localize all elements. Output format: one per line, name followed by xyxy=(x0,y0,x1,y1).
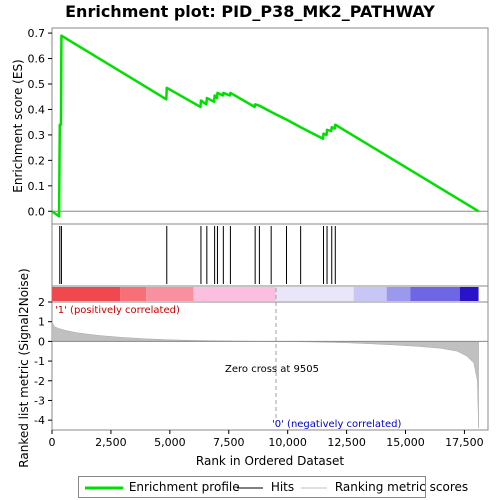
color-band-segment xyxy=(386,287,411,301)
color-band-segment xyxy=(193,287,276,301)
x-tick-label: 17,500 xyxy=(445,436,484,449)
es-tick-label: 0.7 xyxy=(28,27,46,40)
enrichment-profile-line xyxy=(51,34,480,218)
x-tick-label: 12,500 xyxy=(327,436,366,449)
metric-tick-label: -4 xyxy=(34,414,45,427)
legend-item-hits: Hits xyxy=(237,480,294,494)
negative-correlation-label: '0' (negatively correlated) xyxy=(272,419,401,430)
metric-panel xyxy=(51,301,489,431)
color-band-segment xyxy=(353,287,387,301)
legend-item-metric: Ranking metric scores xyxy=(301,480,468,494)
es-tick-label: 0.3 xyxy=(28,129,46,142)
x-tick-label: 2,500 xyxy=(95,436,127,449)
x-tick-label: 0 xyxy=(49,436,56,449)
es-tick-label: 0.0 xyxy=(28,205,46,218)
x-tick-label: 15,000 xyxy=(386,436,425,449)
metric-axis-label: Ranked list metric (Signal2Noise) xyxy=(17,268,31,467)
legend-hits-label: Hits xyxy=(270,480,295,494)
metric-tick-label: -3 xyxy=(34,394,45,407)
es-tick-label: 0.6 xyxy=(28,53,46,66)
es-tick-label: 0.1 xyxy=(28,180,46,193)
profile-line-icon xyxy=(85,486,123,489)
color-band-segment xyxy=(146,287,194,301)
es-tick-label: 0.4 xyxy=(28,103,46,116)
es-panel xyxy=(51,27,489,225)
positive-correlation-label: '1' (positively correlated) xyxy=(55,305,180,316)
es-tick-label: 0.5 xyxy=(28,78,46,91)
hits-line-icon xyxy=(237,487,263,488)
color-band-segment xyxy=(410,287,460,301)
metric-line-icon xyxy=(301,487,327,488)
color-band-segment xyxy=(459,287,479,301)
x-tick-label: 10,000 xyxy=(268,436,307,449)
hits-panel xyxy=(51,223,489,287)
metric-tick-label: 1 xyxy=(38,316,45,329)
x-tick-label: 5,000 xyxy=(154,436,186,449)
zero-cross-label: Zero cross at 9505 xyxy=(225,364,319,375)
es-tick-label: 0.2 xyxy=(28,154,46,167)
legend-item-profile: Enrichment profile xyxy=(85,480,240,494)
x-axis-label: Rank in Ordered Dataset xyxy=(196,454,344,468)
color-band-segment xyxy=(52,287,121,301)
x-tick-label: 7,500 xyxy=(213,436,245,449)
color-band-segment xyxy=(120,287,147,301)
legend: Enrichment profile Hits Ranking metric s… xyxy=(78,476,468,498)
metric-tick-label: -1 xyxy=(34,355,45,368)
metric-tick-label: -2 xyxy=(34,375,45,388)
legend-profile-label: Enrichment profile xyxy=(128,480,240,494)
es-axis-label: Enrichment score (ES) xyxy=(11,59,25,192)
color-band-segment xyxy=(275,287,354,301)
metric-tick-label: 0 xyxy=(38,335,45,348)
legend-metric-label: Ranking metric scores xyxy=(334,480,469,494)
chart-title: Enrichment plot: PID_P38_MK2_PATHWAY xyxy=(65,2,435,21)
metric-tick-label: 2 xyxy=(38,296,45,309)
